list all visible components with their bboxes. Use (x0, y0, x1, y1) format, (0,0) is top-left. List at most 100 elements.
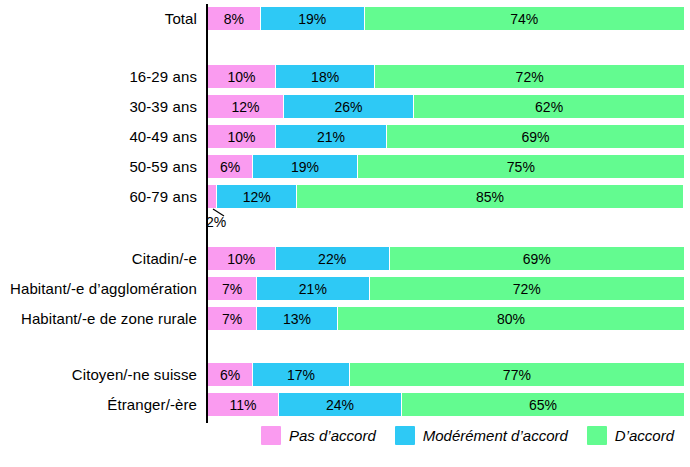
bar-value-label: 26% (335, 100, 363, 114)
bar-segment: 7% (208, 307, 257, 330)
bar-value-label: 10% (227, 130, 255, 144)
bar-segment: 69% (387, 125, 684, 148)
bar-value-label: 72% (513, 282, 541, 296)
bar-segment: 17% (253, 363, 350, 386)
bar-value-label: 21% (317, 130, 345, 144)
bar-row: 60-79 ans12%85%2% (0, 185, 684, 208)
bar-segment: 21% (276, 125, 387, 148)
bar-value-label: 11% (230, 398, 257, 412)
bar-segment: 7% (208, 277, 257, 300)
bar-value-label: 6% (220, 368, 240, 382)
bar-row: Citadin/-e 10% 22% 69% (0, 247, 684, 270)
bar-row: Habitant/-e de zone rurale7%13%80% (0, 307, 684, 330)
bar-value-label: 69% (521, 130, 549, 144)
category-label: Citadin/-e (0, 247, 203, 270)
bar-value-label: 24% (326, 398, 354, 412)
legend-label: D’accord (615, 427, 674, 444)
bar-segment: 65% (402, 393, 684, 416)
chart-rows: Total8%19%74%16-29 ans10%18%72%30-39 ans… (0, 7, 684, 416)
bar-value-label: 72% (516, 70, 544, 84)
category-label: Étranger/-ère (0, 393, 203, 416)
bar-segment: 13% (257, 307, 338, 330)
legend-label: Pas d’accord (289, 427, 376, 444)
bar-value-label: 21% (299, 282, 327, 296)
bar-value-label: 80% (497, 312, 525, 326)
bar-segment: 74% (365, 7, 684, 30)
bar-value-label: 12% (243, 190, 271, 204)
bar-segment: 75% (358, 155, 684, 178)
bar-segment: 6% (208, 363, 253, 386)
bar-value-label: 65% (529, 398, 557, 412)
stacked-bar: 7% 13% 80% (208, 307, 684, 330)
bar-segment: 62% (414, 95, 684, 118)
bar-segment: 26% (284, 95, 414, 118)
bar-segment: 85% (297, 185, 684, 208)
category-label: 30-39 ans (0, 95, 203, 118)
bar-value-label: 7% (222, 312, 242, 326)
stacked-bar: 10% 18% 72% (208, 65, 684, 88)
bar-value-label: 62% (535, 100, 563, 114)
bar-segment: 77% (350, 363, 684, 386)
outside-value-label: 2% (206, 214, 226, 230)
legend: Pas d’accord Modérément d’accord D’accord (0, 421, 674, 449)
bar-segment: 72% (370, 277, 684, 300)
legend-item: Pas d’accord (261, 426, 376, 445)
bar-segment: 6% (208, 155, 253, 178)
bar-segment: 21% (257, 277, 370, 300)
bar-segment: 10% (208, 247, 276, 270)
bar-row: 30-39 ans 12% 26% 62% (0, 95, 684, 118)
bar-value-label: 8% (224, 12, 244, 26)
bar-value-label: 75% (507, 160, 535, 174)
legend-swatch (587, 426, 607, 445)
stacked-bar: 10% 21% 69% (208, 125, 684, 148)
bar-value-label: 7% (222, 282, 242, 296)
bar-value-label: 19% (298, 12, 326, 26)
category-label: 60-79 ans (0, 185, 203, 208)
bar-segment: 10% (208, 65, 276, 88)
bar-value-label: 77% (503, 368, 531, 382)
stacked-bar: 6% 17% 77% (208, 363, 684, 386)
stacked-bar: 6%19%75% (208, 155, 684, 178)
bar-row: 40-49 ans10%21%69% (0, 125, 684, 148)
stacked-bar: 10% 22% 69% (208, 247, 684, 270)
bar-segment: 12% (208, 95, 284, 118)
legend-swatch (261, 426, 281, 445)
stacked-bar: 8% 19% 74% (208, 7, 684, 30)
bar-row: 50-59 ans6%19%75% (0, 155, 684, 178)
legend-swatch (395, 426, 415, 445)
bar-value-label: 10% (227, 252, 255, 266)
stacked-bar-chart: Total8%19%74%16-29 ans10%18%72%30-39 ans… (0, 0, 690, 467)
bar-value-label: 18% (311, 70, 339, 84)
bar-row: Citoyen/-ne suisse 6% 17% 77% (0, 363, 684, 386)
category-label: 16-29 ans (0, 65, 203, 88)
bar-value-label: 85% (476, 190, 504, 204)
bar-segment: 69% (390, 247, 684, 270)
bar-segment: 8% (208, 7, 261, 30)
bar-segment: 22% (276, 247, 390, 270)
bar-value-label: 6% (220, 160, 240, 174)
bar-value-label: 17% (287, 368, 315, 382)
legend-item: D’accord (587, 426, 674, 445)
bar-row: Habitant/-e d’agglomération 7% 21% 72% (0, 277, 684, 300)
bar-value-label: 74% (510, 12, 538, 26)
bar-segment: 72% (375, 65, 684, 88)
bar-segment: 24% (279, 393, 402, 416)
stacked-bar: 7% 21% 72% (208, 277, 684, 300)
bar-value-label: 22% (318, 252, 346, 266)
bar-segment: 10% (208, 125, 276, 148)
bar-row: 16-29 ans 10% 18% 72% (0, 65, 684, 88)
legend-label: Modérément d’accord (423, 427, 568, 444)
bar-segment: 80% (338, 307, 684, 330)
category-label: 50-59 ans (0, 155, 203, 178)
stacked-bar: 12% 26% 62% (208, 95, 684, 118)
bar-value-label: 10% (227, 70, 255, 84)
bar-segment: 19% (261, 7, 365, 30)
bar-row: Étranger/-ère 11% 24% 65% (0, 393, 684, 416)
bar-value-label: 12% (231, 100, 259, 114)
bar-row: Total8%19%74% (0, 7, 684, 30)
stacked-bar: 11% 24% 65% (208, 393, 684, 416)
category-label: Citoyen/-ne suisse (0, 363, 203, 386)
stacked-bar: 12%85%2% (208, 185, 684, 208)
category-label: Habitant/-e d’agglomération (0, 277, 203, 300)
bar-segment (208, 185, 217, 208)
